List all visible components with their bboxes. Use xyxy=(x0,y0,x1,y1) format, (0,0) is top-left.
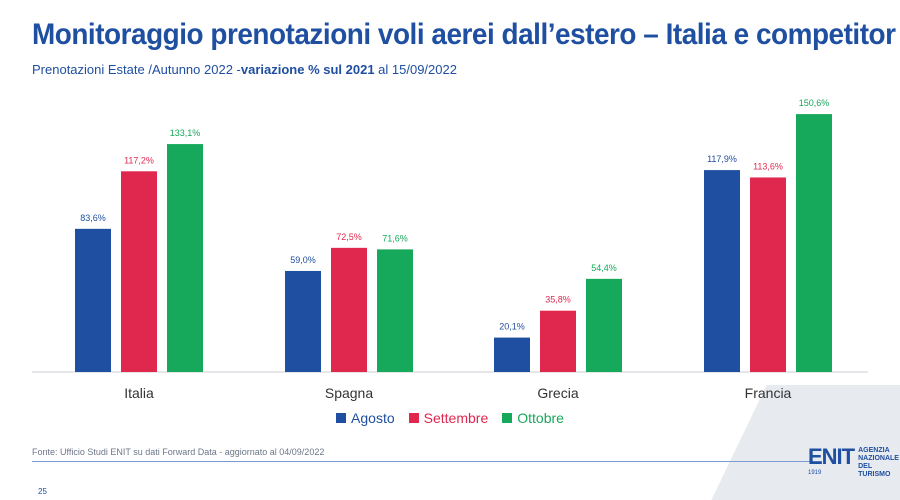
page-subtitle: Prenotazioni Estate /Autunno 2022 -varia… xyxy=(32,62,457,77)
source-note: Fonte: Ufficio Studi ENIT su dati Forwar… xyxy=(32,447,325,457)
legend-swatch-settembre xyxy=(408,413,419,423)
category-label-italia: Italia xyxy=(124,385,154,401)
bar-italia-agosto xyxy=(75,228,111,372)
legend-swatch-agosto xyxy=(336,413,347,423)
data-label-francia-ottobre: 150,6% xyxy=(799,98,830,108)
legend-swatch-ottobre xyxy=(502,413,513,423)
data-label-grecia-agosto: 20,1% xyxy=(499,322,525,332)
data-label-italia-settembre: 117,2% xyxy=(124,155,154,165)
bar-italia-settembre xyxy=(121,171,157,372)
page-title: Monitoraggio prenotazioni voli aerei dal… xyxy=(32,18,896,51)
logo-text: AGENZIA NAZIONALE DEL TURISMO xyxy=(858,447,900,479)
logo-mark-block: ENIT 1919 xyxy=(808,444,855,477)
bar-spagna-ottobre xyxy=(377,249,413,372)
logo-text-line2: NAZIONALE xyxy=(858,455,899,462)
legend-item-ottobre: Ottobre xyxy=(502,410,564,426)
chart-legend: Agosto Settembre Ottobre xyxy=(0,410,900,426)
legend-label-agosto: Agosto xyxy=(351,410,395,426)
data-label-italia-ottobre: 133,1% xyxy=(170,128,201,138)
subtitle-bold: variazione % sul 2021 xyxy=(240,62,375,77)
data-label-francia-settembre: 113,6% xyxy=(753,161,783,171)
bar-francia-settembre xyxy=(750,177,786,372)
legend-item-settembre: Settembre xyxy=(408,410,489,426)
bar-grecia-ottobre xyxy=(586,278,622,372)
category-label-francia: Francia xyxy=(745,385,792,401)
category-label-grecia: Grecia xyxy=(537,385,578,401)
subtitle-prefix: Prenotazioni Estate /Autunno 2022 - xyxy=(32,62,241,77)
data-label-spagna-ottobre: 71,6% xyxy=(382,233,408,243)
legend-label-ottobre: Ottobre xyxy=(517,410,564,426)
bar-francia-ottobre xyxy=(796,114,832,372)
data-label-francia-agosto: 117,9% xyxy=(707,154,737,164)
bar-spagna-agosto xyxy=(285,270,321,372)
enit-logo: ENIT 1919 AGENZIA NAZIONALE DEL TURISMO xyxy=(808,446,900,479)
bar-italia-ottobre xyxy=(167,144,203,372)
footer-divider xyxy=(32,461,822,462)
category-label-spagna: Spagna xyxy=(325,385,373,401)
legend-item-agosto: Agosto xyxy=(336,410,395,426)
data-label-grecia-ottobre: 54,4% xyxy=(591,263,617,273)
page-number: 25 xyxy=(38,487,47,496)
subtitle-suffix: al 15/09/2022 xyxy=(374,62,457,77)
bar-grecia-agosto xyxy=(494,337,530,372)
data-label-spagna-agosto: 59,0% xyxy=(290,255,316,265)
logo-text-line3: DEL TURISMO xyxy=(858,463,891,478)
logo-mark: ENIT xyxy=(808,444,855,469)
bar-spagna-settembre xyxy=(331,247,367,372)
data-label-spagna-settembre: 72,5% xyxy=(336,232,362,242)
bar-grecia-settembre xyxy=(540,310,576,372)
bar-francia-agosto xyxy=(704,170,740,372)
logo-text-line1: AGENZIA xyxy=(858,447,890,454)
data-label-italia-agosto: 83,6% xyxy=(80,213,106,223)
data-label-grecia-settembre: 35,8% xyxy=(545,295,571,305)
legend-label-settembre: Settembre xyxy=(423,410,489,426)
logo-year: 1919 xyxy=(808,470,822,476)
